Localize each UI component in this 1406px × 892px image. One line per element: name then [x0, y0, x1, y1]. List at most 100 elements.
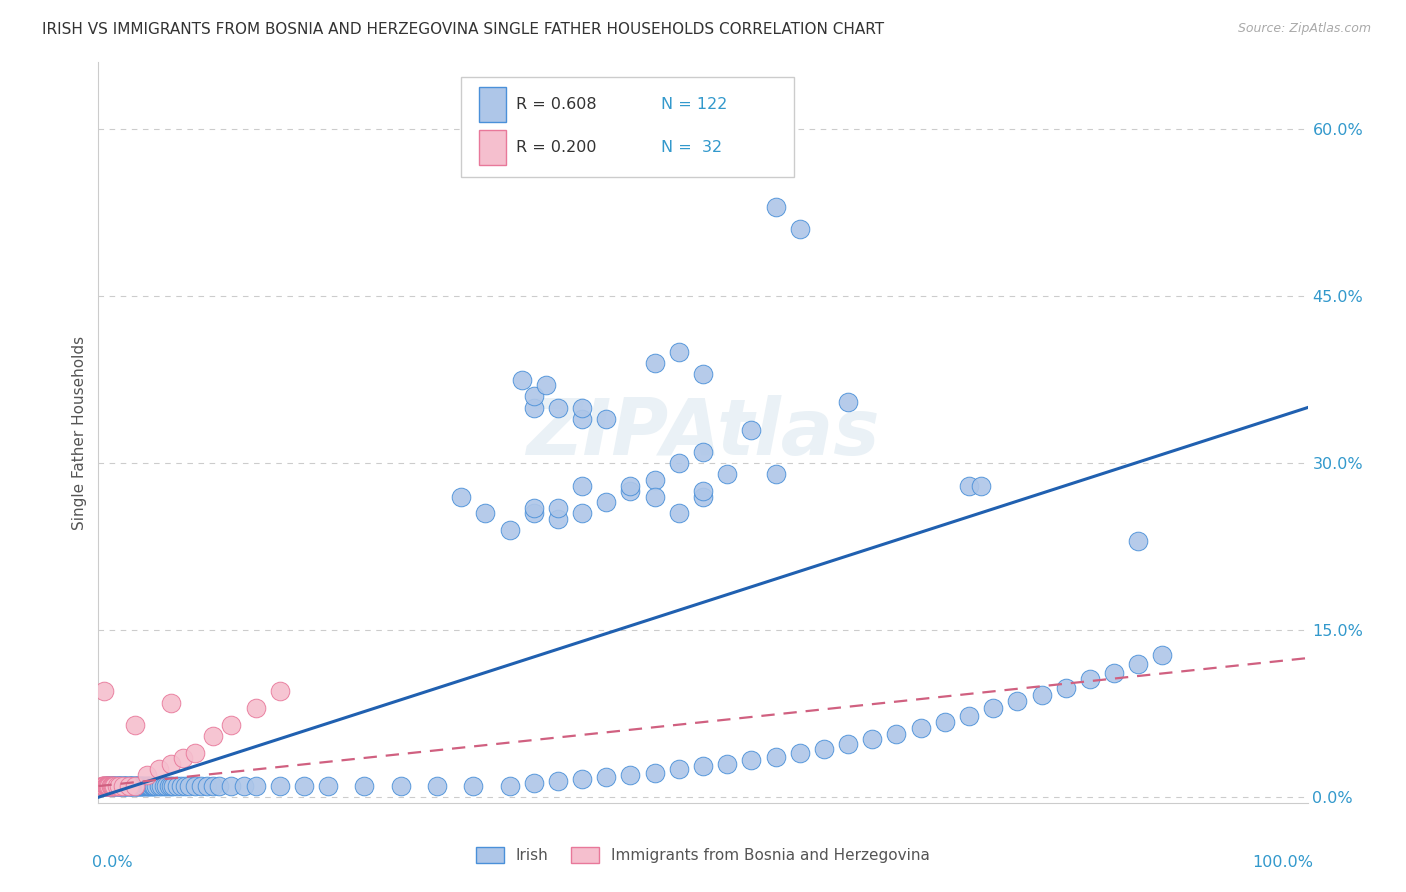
- Point: [139, 779, 162, 793]
- Point: [765, 200, 787, 214]
- Point: [128, 779, 150, 793]
- Point: [103, 779, 125, 793]
- Point: [112, 779, 135, 793]
- Point: [934, 714, 956, 729]
- Point: [107, 779, 129, 793]
- Point: [172, 751, 194, 765]
- Point: [125, 779, 148, 793]
- Point: [121, 779, 143, 793]
- Point: [108, 779, 131, 793]
- Point: [103, 779, 125, 793]
- Point: [202, 779, 225, 793]
- Point: [644, 765, 666, 780]
- Point: [93, 684, 115, 698]
- Point: [101, 779, 124, 793]
- Point: [105, 779, 128, 793]
- Point: [692, 759, 714, 773]
- FancyBboxPatch shape: [479, 87, 506, 122]
- Point: [118, 779, 141, 793]
- Point: [426, 779, 449, 793]
- Text: 0.0%: 0.0%: [93, 855, 134, 870]
- Point: [886, 727, 908, 741]
- Point: [121, 779, 143, 793]
- Point: [644, 356, 666, 370]
- Point: [135, 779, 157, 793]
- Point: [389, 779, 412, 793]
- Point: [547, 773, 569, 788]
- Point: [108, 779, 131, 793]
- Point: [571, 478, 593, 492]
- Point: [100, 779, 122, 793]
- Point: [117, 779, 139, 793]
- Point: [148, 779, 170, 793]
- Point: [150, 779, 173, 793]
- Point: [752, 122, 775, 136]
- Point: [108, 779, 131, 793]
- Point: [100, 779, 122, 793]
- Point: [122, 779, 145, 793]
- Point: [124, 779, 146, 793]
- Point: [202, 729, 225, 743]
- Point: [970, 478, 993, 492]
- Point: [619, 478, 641, 492]
- Point: [97, 779, 120, 793]
- Point: [1078, 672, 1101, 686]
- Point: [138, 779, 160, 793]
- Point: [120, 779, 142, 793]
- Point: [118, 779, 141, 793]
- Legend: Irish, Immigrants from Bosnia and Herzegovina: Irish, Immigrants from Bosnia and Herzeg…: [470, 841, 936, 869]
- Point: [668, 763, 690, 777]
- Point: [740, 754, 762, 768]
- Point: [115, 779, 138, 793]
- Point: [104, 779, 127, 793]
- Point: [547, 500, 569, 515]
- Point: [668, 506, 690, 520]
- Point: [316, 779, 339, 793]
- Point: [269, 779, 291, 793]
- Point: [184, 746, 207, 760]
- Point: [619, 768, 641, 782]
- Point: [98, 779, 121, 793]
- Point: [752, 111, 775, 125]
- Point: [135, 779, 157, 793]
- Point: [1128, 657, 1150, 671]
- Point: [132, 779, 155, 793]
- Point: [644, 473, 666, 487]
- Point: [98, 779, 121, 793]
- Point: [98, 779, 121, 793]
- Point: [619, 484, 641, 499]
- Point: [837, 737, 859, 751]
- Point: [245, 701, 267, 715]
- Point: [571, 411, 593, 425]
- Point: [105, 779, 128, 793]
- Point: [104, 779, 127, 793]
- Point: [103, 779, 125, 793]
- Point: [111, 779, 134, 793]
- Point: [129, 779, 152, 793]
- Point: [534, 378, 557, 392]
- Point: [765, 750, 787, 764]
- Point: [523, 389, 546, 403]
- Point: [91, 779, 114, 793]
- Point: [134, 779, 156, 793]
- Point: [510, 373, 533, 387]
- Point: [692, 484, 714, 499]
- Point: [108, 779, 131, 793]
- Text: R = 0.200: R = 0.200: [516, 140, 596, 155]
- Point: [110, 779, 132, 793]
- Point: [160, 779, 183, 793]
- Point: [91, 779, 114, 793]
- Point: [141, 779, 163, 793]
- Point: [474, 506, 496, 520]
- Point: [114, 779, 136, 793]
- Text: 100.0%: 100.0%: [1253, 855, 1313, 870]
- Point: [981, 701, 1004, 715]
- Point: [184, 779, 207, 793]
- Point: [716, 467, 738, 482]
- Point: [169, 779, 191, 793]
- Point: [160, 756, 183, 771]
- Point: [111, 779, 134, 793]
- Point: [692, 490, 714, 504]
- Point: [110, 779, 132, 793]
- Point: [145, 779, 167, 793]
